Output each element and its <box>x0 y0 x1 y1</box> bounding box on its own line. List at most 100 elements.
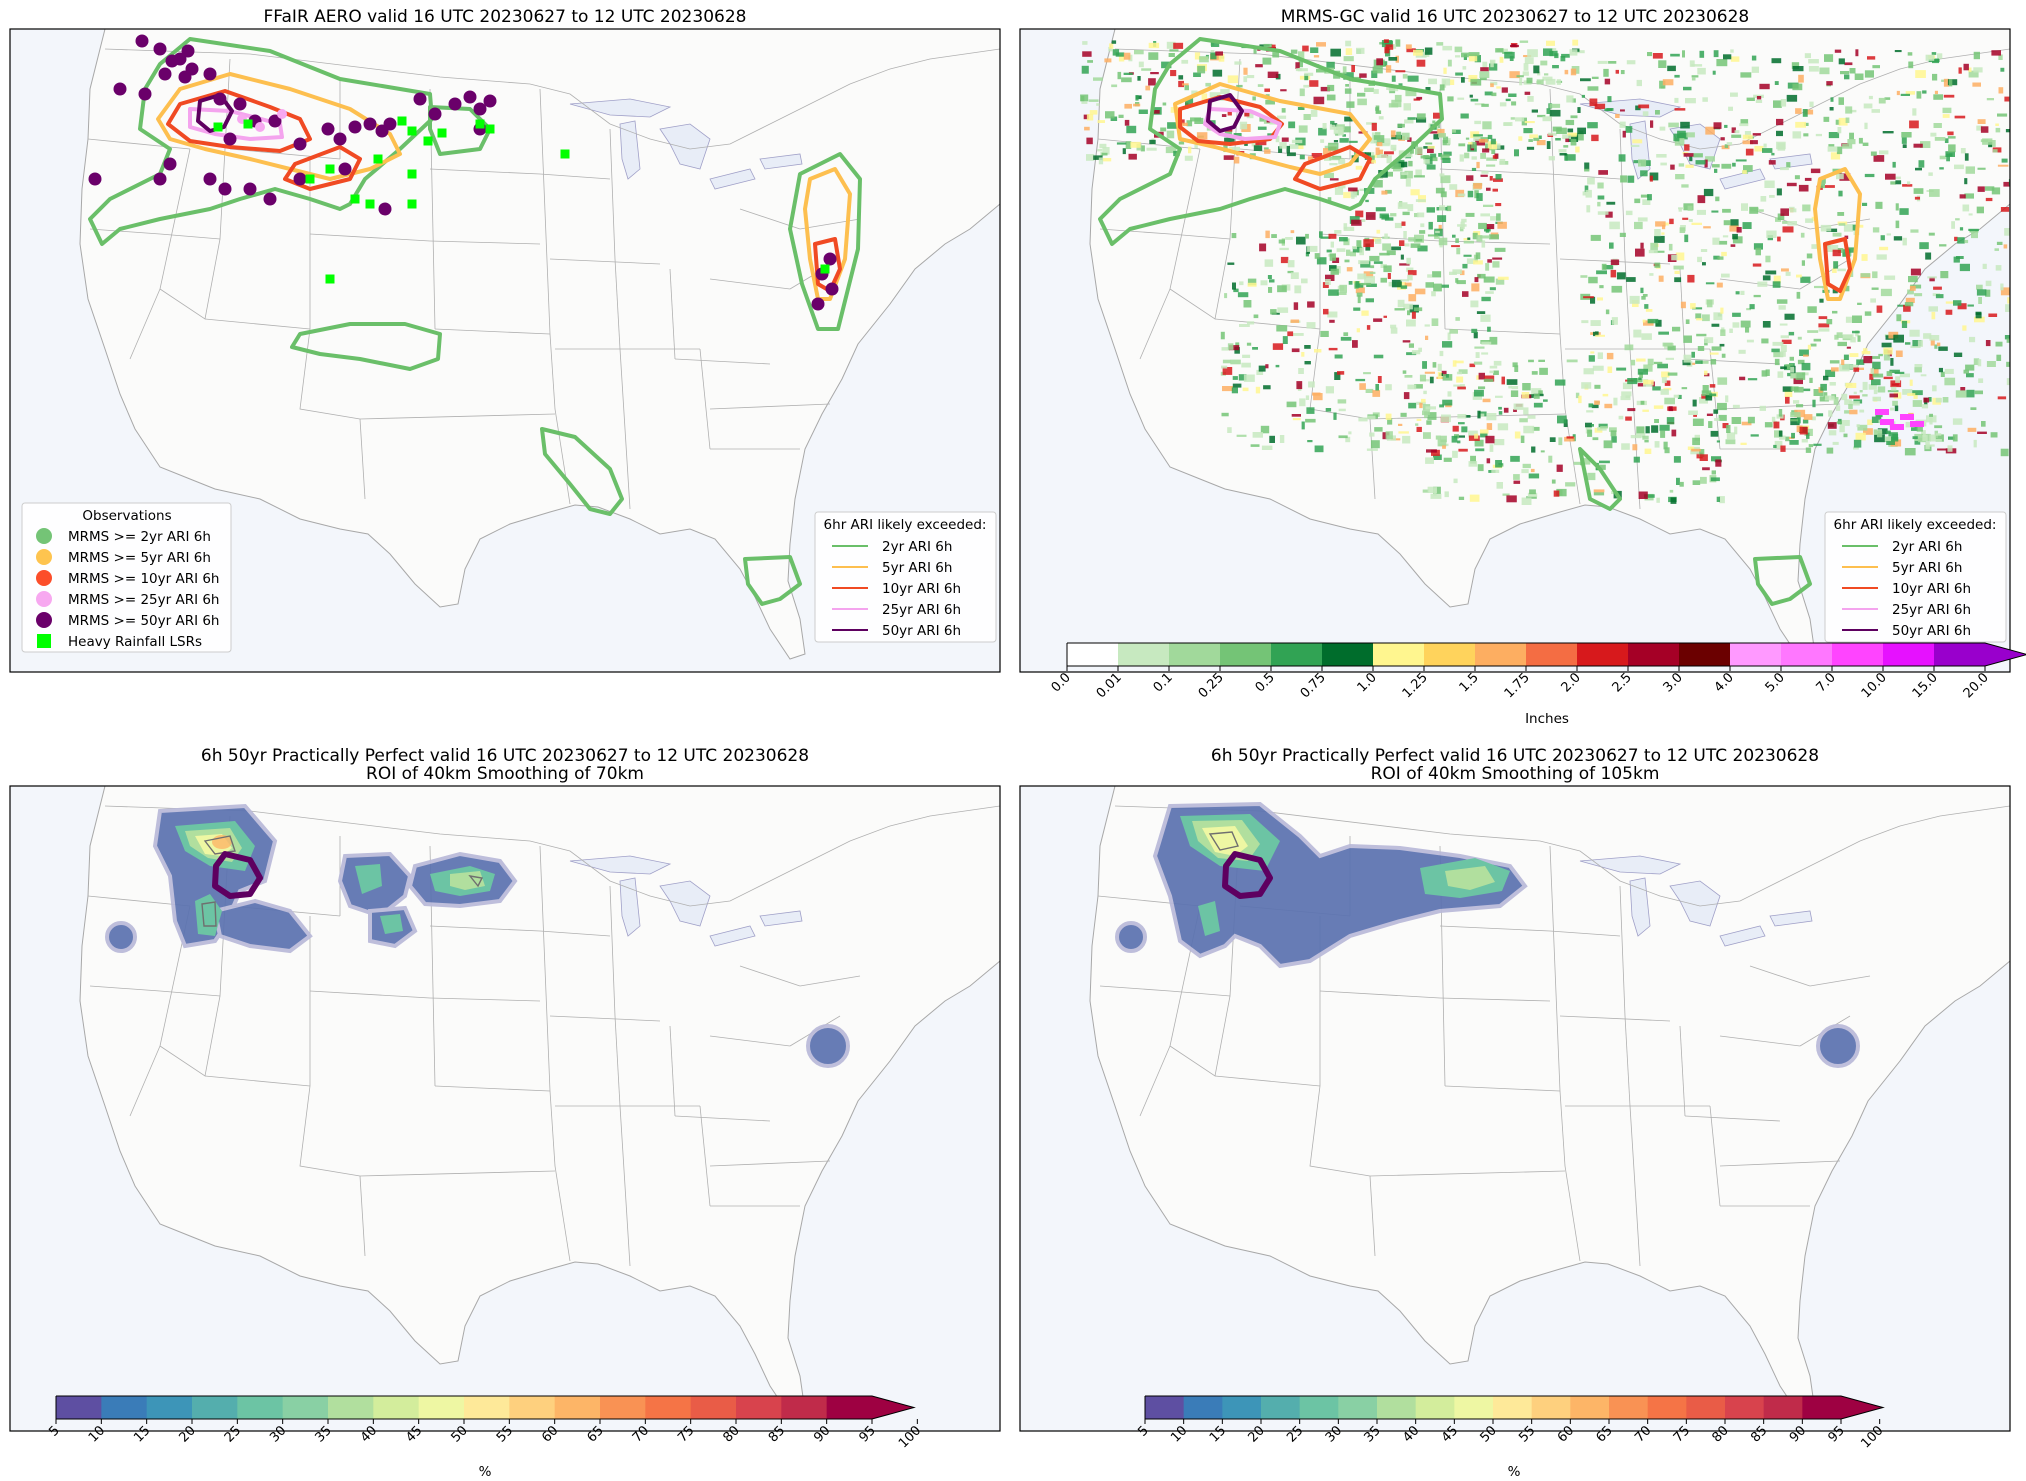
precip-cell <box>1600 426 1608 429</box>
precip-cell <box>2004 228 2010 236</box>
precip-cell <box>1660 162 1667 166</box>
precip-colorbar: 0.0 0.01 0.1 0.25 0.5 0.75 1.0 1.25 1.5 1.75 2.0 2.… <box>1049 642 2026 727</box>
precip-cell <box>1703 188 1714 197</box>
precip-cell <box>1638 491 1648 499</box>
precip-cell <box>1684 234 1689 243</box>
precip-cell <box>1474 346 1485 349</box>
precip-cell <box>1508 385 1512 389</box>
precip-cell <box>1774 81 1779 85</box>
precip-cell <box>1338 158 1346 165</box>
precip-cell <box>1413 175 1425 178</box>
precip-cell <box>1411 350 1421 355</box>
precip-cell <box>1627 378 1638 385</box>
precip-cell <box>1289 144 1299 149</box>
colorbar-tick-label: 1.75 <box>1502 670 1533 701</box>
precip-cell <box>1351 219 1362 226</box>
precip-cell <box>1506 495 1517 503</box>
precip-cell <box>1591 134 1599 142</box>
precip-cell <box>1779 435 1786 440</box>
precip-cell <box>1391 279 1402 288</box>
precip-cell <box>1801 439 1808 443</box>
colorbar-segment <box>373 1396 420 1419</box>
precip-cell <box>1165 146 1177 154</box>
precip-cell <box>1642 409 1649 412</box>
precip-cell <box>1986 98 1994 101</box>
precip-cell <box>1401 172 1409 176</box>
precip-cell <box>1445 374 1449 378</box>
precip-cell <box>1652 386 1661 391</box>
precip-cell <box>1973 358 1980 365</box>
colorbar-segment <box>1679 643 1731 666</box>
obs-marker-lsr <box>350 194 360 204</box>
precip-cell <box>1476 375 1480 380</box>
precip-cell <box>1741 421 1752 426</box>
precip-cell <box>1863 428 1873 435</box>
obs-marker-50yr <box>463 90 477 104</box>
precip-cell <box>1669 218 1674 225</box>
precip-cell <box>1839 173 1851 181</box>
precip-cell <box>1691 75 1699 78</box>
precip-cell <box>1537 114 1546 118</box>
precip-cell <box>1395 55 1399 63</box>
map-frame <box>1019 28 2011 673</box>
precip-cell <box>1571 98 1576 103</box>
precip-cell <box>1367 415 1376 420</box>
precip-cell <box>1802 419 1809 424</box>
precip-cell <box>1856 359 1865 365</box>
precip-cell <box>1346 267 1353 272</box>
precip-cell <box>1590 296 1596 304</box>
precip-cell <box>1682 50 1685 58</box>
precip-cell <box>1977 186 1985 192</box>
precip-cell <box>1377 376 1382 383</box>
precip-cell <box>1360 261 1371 268</box>
precip-cell <box>1366 448 1378 451</box>
precip-cell <box>1773 275 1781 284</box>
precip-cell <box>1405 178 1411 187</box>
contour-2yr-florida <box>1753 555 1812 606</box>
precip-cell <box>1497 276 1509 280</box>
precip-cell <box>1824 395 1835 401</box>
observed-50yr-outline <box>1222 851 1273 899</box>
precip-cell <box>1237 292 1249 298</box>
precip-cell <box>1716 496 1720 502</box>
precip-cell <box>1533 393 1540 399</box>
precip-cell <box>1634 221 1643 230</box>
precip-cell <box>1141 68 1152 71</box>
legend-item: Heavy Rainfall LSRs <box>37 634 202 650</box>
precip-cell <box>1476 235 1483 242</box>
colorbar-tick-label: 5.0 <box>1763 670 1788 695</box>
precip-cell <box>1963 63 1969 71</box>
precip-cell <box>1672 326 1681 332</box>
precip-cell <box>1414 307 1423 312</box>
precip-cell <box>1671 254 1678 261</box>
precip-cell <box>1462 291 1469 297</box>
colorbar-tick-label: 0.25 <box>1196 670 1227 701</box>
precip-cell <box>1835 405 1841 411</box>
precip-cell <box>1642 435 1649 440</box>
precip-cell <box>1702 314 1710 322</box>
colorbar-label: Inches <box>1525 711 1569 727</box>
contour-5yr-north <box>156 72 402 181</box>
precip-cell <box>1329 163 1338 166</box>
precip-cell <box>1509 56 1514 61</box>
precip-cell <box>1764 180 1775 188</box>
precip-cell <box>1739 376 1746 381</box>
colorbar-segment <box>1832 643 1884 666</box>
precip-cell <box>1166 41 1176 49</box>
precip-cell <box>1442 399 1453 406</box>
precip-cell <box>1726 142 1733 146</box>
precip-cell <box>1620 175 1628 183</box>
precip-cell <box>1947 136 1956 139</box>
precip-cell <box>1101 158 1112 162</box>
precip-cell <box>1490 83 1494 88</box>
precip-cell <box>1498 406 1502 410</box>
precip-cell <box>1121 77 1132 83</box>
precip-cell <box>1662 225 1666 230</box>
precip-cell <box>1387 418 1393 425</box>
precip-cell <box>1261 445 1273 450</box>
precip-cell <box>1566 359 1578 363</box>
precip-cell <box>1495 203 1502 207</box>
precip-cell <box>1844 410 1850 414</box>
precip-cell <box>1443 67 1447 74</box>
precip-cell <box>1554 379 1566 386</box>
